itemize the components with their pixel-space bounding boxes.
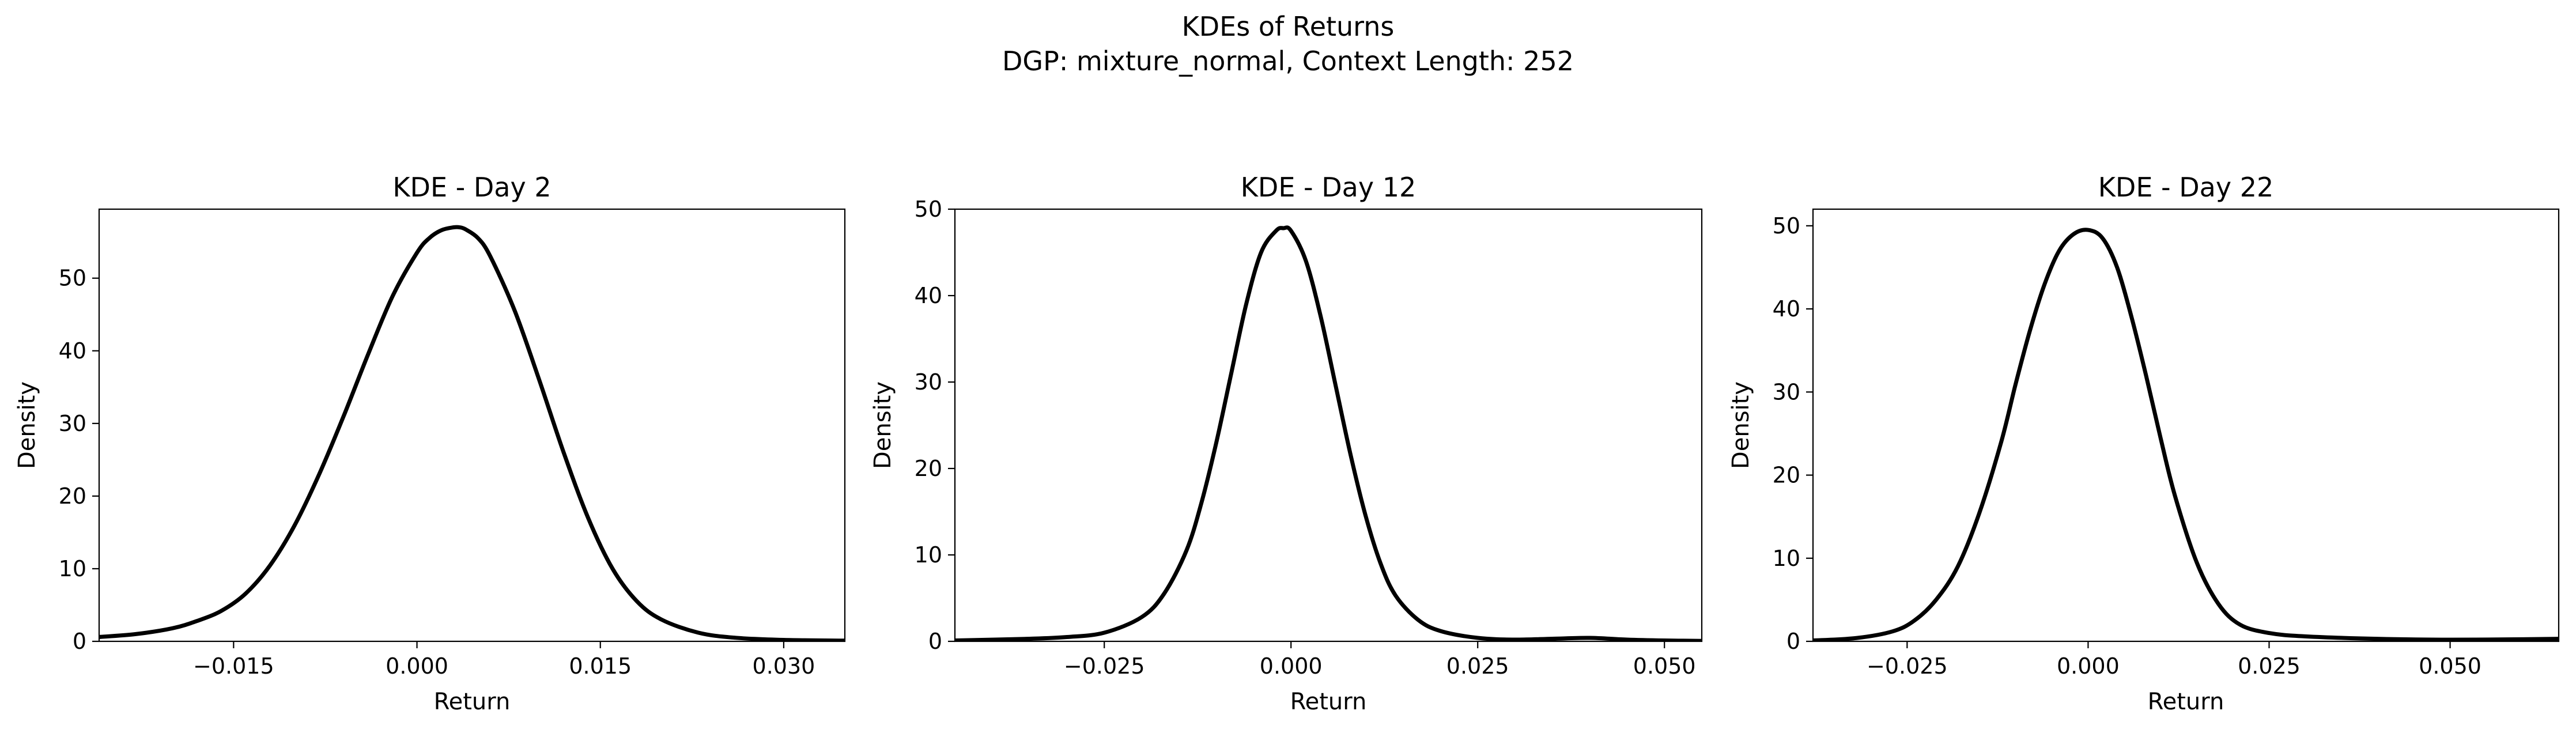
y-tick-label: 10 — [59, 556, 86, 581]
kde-curve — [955, 225, 1702, 641]
x-tick-label: 0.030 — [753, 653, 815, 679]
subplot-1: KDE - Day 2 −0.015 0.000 0.015 0.030 0 10 20 30 4… — [14, 172, 846, 715]
y-tick-label: 0 — [1786, 629, 1800, 654]
subplot-title: KDE - Day 2 — [392, 172, 551, 203]
subplots: KDE - Day 2 −0.015 0.000 0.015 0.030 0 10 20 30 4… — [14, 172, 2560, 715]
x-tick-label: 0.000 — [386, 653, 448, 679]
axes-frame — [98, 208, 846, 642]
y-axis-label: Density — [1728, 381, 1754, 469]
subplot-title: KDE - Day 22 — [2098, 172, 2273, 203]
y-axis-label: Density — [870, 381, 896, 469]
y-tick-label: 0 — [928, 629, 942, 654]
subplot-2: KDE - Day 12 −0.025 0.000 0.025 0.050 0 10 20 30… — [870, 172, 1703, 715]
x-tick-label: 0.025 — [2238, 653, 2301, 679]
kde-curve — [1813, 228, 2559, 641]
axes-frame — [1812, 208, 2560, 642]
y-tick-label: 40 — [1773, 296, 1800, 322]
axes-frame — [954, 208, 1703, 642]
kde-curve — [99, 225, 845, 641]
x-tick-label: −0.025 — [1064, 653, 1145, 679]
y-tick-label: 20 — [1773, 463, 1800, 488]
x-tick-label: −0.015 — [193, 653, 274, 679]
x-tick-label: 0.050 — [1633, 653, 1696, 679]
x-axis-label: Return — [1290, 689, 1367, 715]
figure-title: KDEs of Returns — [1182, 11, 1395, 42]
x-axis-label: Return — [2148, 689, 2224, 715]
y-tick-label: 20 — [915, 456, 942, 481]
y-tick-label: 0 — [73, 629, 86, 654]
x-tick-label: 0.050 — [2419, 653, 2481, 679]
figure-subtitle: DGP: mixture_normal, Context Length: 252 — [1002, 46, 1574, 77]
x-tick-label: −0.025 — [1867, 653, 1948, 679]
y-tick-label: 50 — [1773, 213, 1800, 239]
y-tick-label: 10 — [915, 542, 942, 568]
x-tick-label: 0.015 — [569, 653, 632, 679]
y-tick-label: 40 — [915, 283, 942, 308]
x-tick-label: 0.025 — [1446, 653, 1509, 679]
y-tick-label: 30 — [1773, 379, 1800, 405]
x-tick-label: 0.000 — [2057, 653, 2120, 679]
y-tick-label: 40 — [59, 338, 86, 364]
y-tick-label: 50 — [59, 266, 86, 291]
y-axis-label: Density — [14, 381, 40, 469]
x-axis-label: Return — [434, 689, 511, 715]
y-tick-label: 50 — [915, 196, 942, 222]
subplot-3: KDE - Day 22 −0.025 0.000 0.025 0.050 0 10 20 30… — [1728, 172, 2560, 715]
subplot-title: KDE - Day 12 — [1241, 172, 1416, 203]
y-tick-label: 10 — [1773, 546, 1800, 571]
y-tick-label: 30 — [59, 411, 86, 436]
x-tick-label: 0.000 — [1260, 653, 1323, 679]
y-tick-label: 20 — [59, 483, 86, 509]
y-tick-label: 30 — [915, 369, 942, 395]
